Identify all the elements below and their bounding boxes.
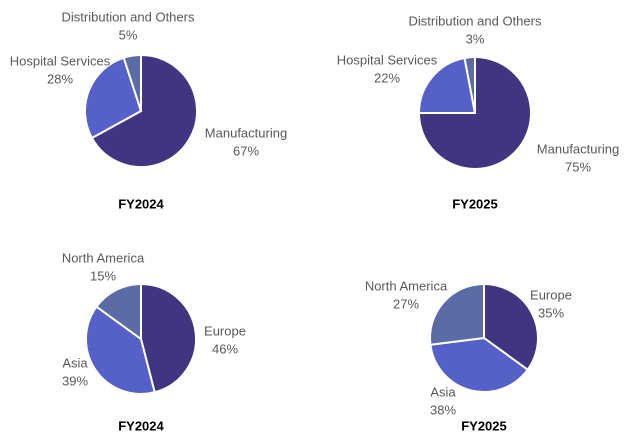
slice-label: Hospital Services bbox=[10, 53, 111, 68]
slice-value-label: 38% bbox=[430, 402, 456, 417]
pie-slice bbox=[85, 305, 156, 395]
slice-label: Manufacturing bbox=[205, 125, 287, 140]
chart-title: FY2025 bbox=[452, 196, 498, 211]
pie-slice bbox=[84, 56, 143, 140]
slice-value-label: 22% bbox=[374, 70, 400, 85]
pie-slice bbox=[417, 56, 477, 114]
slice-value-label: 5% bbox=[119, 27, 138, 42]
pie-slice bbox=[429, 336, 530, 393]
pie-slice bbox=[429, 282, 485, 346]
slice-label: North America bbox=[62, 250, 145, 265]
slice-label: North America bbox=[365, 278, 448, 293]
pie-slice bbox=[90, 53, 198, 168]
slice-label: Distribution and Others bbox=[62, 9, 195, 24]
pie-slice bbox=[122, 53, 142, 112]
pie-slice bbox=[463, 55, 476, 114]
slice-value-label: 67% bbox=[233, 143, 259, 158]
slice-label: Distribution and Others bbox=[409, 13, 542, 28]
chart-title: FY2025 bbox=[461, 418, 507, 433]
slice-value-label: 27% bbox=[393, 296, 419, 311]
pie-slice bbox=[417, 55, 532, 170]
chart-title: FY2024 bbox=[118, 196, 164, 211]
slice-label: Hospital Services bbox=[337, 52, 438, 67]
slice-value-label: 39% bbox=[62, 373, 88, 388]
slice-label: Europe bbox=[530, 287, 572, 302]
slice-value-label: 3% bbox=[466, 31, 485, 46]
slice-value-label: 15% bbox=[90, 268, 116, 283]
slice-value-label: 35% bbox=[538, 305, 564, 320]
slice-label: Manufacturing bbox=[537, 141, 619, 156]
pie-slice bbox=[483, 282, 539, 372]
slice-value-label: 28% bbox=[47, 71, 73, 86]
slice-value-label: 46% bbox=[212, 341, 238, 356]
pie-slice bbox=[140, 282, 197, 394]
slice-label: Europe bbox=[204, 323, 246, 338]
slice-label: Asia bbox=[62, 355, 88, 370]
slice-value-label: 75% bbox=[565, 159, 591, 174]
pie-slice bbox=[95, 282, 142, 341]
slice-label: Asia bbox=[430, 384, 456, 399]
chart-title: FY2024 bbox=[118, 418, 164, 433]
